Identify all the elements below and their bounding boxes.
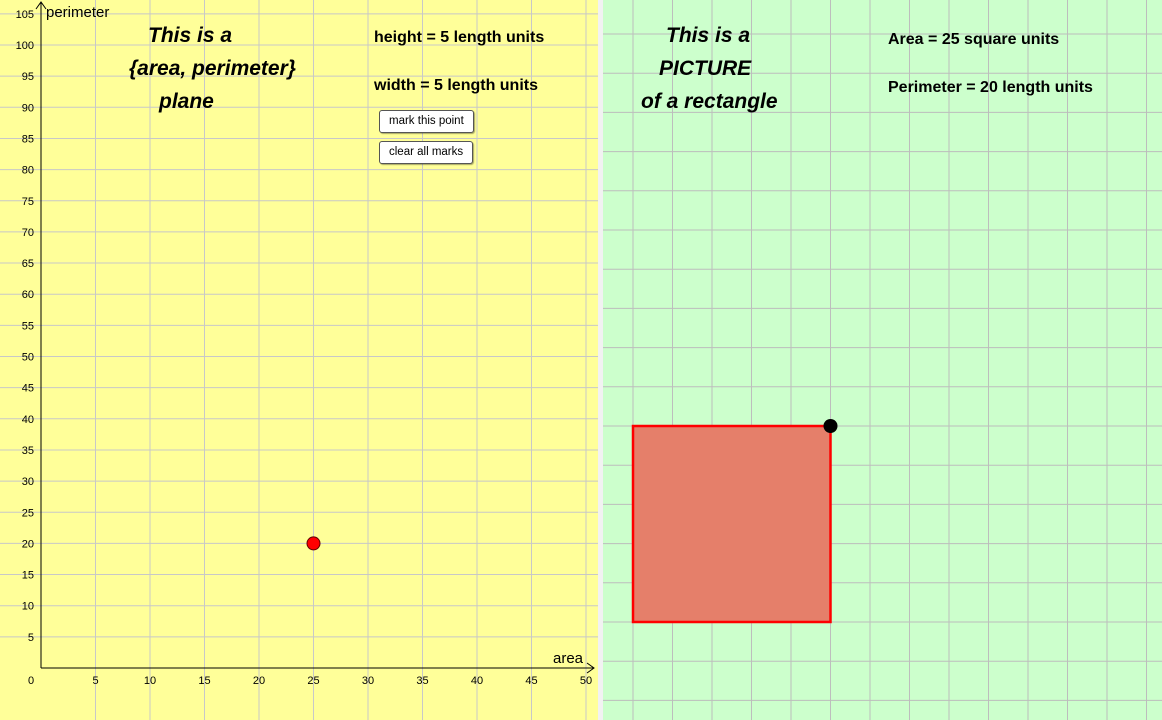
picture-title-line-1: This is a [666,24,751,47]
y-tick-label: 85 [22,133,34,145]
y-tick-label: 95 [22,71,34,83]
y-tick-label: 55 [22,320,34,332]
area-perimeter-plane-panel[interactable]: 5 10 15 20 25 30 35 40 45 50 5 10 15 20 25 30 35 40 45 50 55… [0,0,598,720]
plane-points [306,536,321,551]
y-tick-label: 100 [16,40,34,52]
picture-title-line-2: PICTURE [659,57,752,80]
x-axis-arrowhead [586,662,595,674]
y-tick-label: 80 [22,165,34,177]
y-tick-label: 75 [22,196,34,208]
area-perimeter-graph[interactable]: 5 10 15 20 25 30 35 40 45 50 5 10 15 20 25 30 35 40 45 50 55… [0,0,598,720]
x-tick-label: 15 [198,675,210,687]
plane-grid [0,0,598,720]
y-tick-label: 15 [22,570,34,582]
y-tick-label: 35 [22,445,34,457]
picture-title-line-3: of a rectangle [641,90,778,113]
rectangle-picture-graph[interactable] [603,0,1162,720]
y-tick-label: 65 [22,258,34,270]
plane-title-line-3: plane [159,90,214,113]
x-axis-label: area [553,650,584,667]
origin-label: 0 [28,675,34,687]
rectangle-corner-handle[interactable] [823,419,838,433]
y-tick-label: 30 [22,476,34,488]
y-tick-label: 10 [22,601,34,613]
plane-tick-labels: 5 10 15 20 25 30 35 40 45 50 5 10 15 20 25 30 35 40 45 50 55… [16,9,592,687]
x-tick-label: 10 [144,675,156,687]
x-tick-label: 45 [525,675,537,687]
x-tick-label: 35 [416,675,428,687]
mark-this-point-button[interactable]: mark this point [379,110,474,133]
y-tick-label: 20 [22,538,34,550]
rectangle-picture-panel[interactable]: This is a PICTURE of a rectangle Area = … [603,0,1162,720]
y-tick-label: 5 [28,632,34,644]
y-tick-label: 50 [22,352,34,364]
x-tick-label: 30 [362,675,374,687]
area-perimeter-point[interactable] [306,536,321,551]
y-axis-arrowhead [35,1,47,10]
plane-axes [35,1,595,674]
x-tick-label: 50 [580,675,592,687]
y-tick-label: 25 [22,507,34,519]
y-axis-label: perimeter [46,4,109,21]
y-tick-label: 60 [22,289,34,301]
rectangle-shape [631,424,832,624]
y-tick-label: 40 [22,414,34,426]
height-readout: height = 5 length units [374,29,545,46]
x-tick-label: 20 [253,675,265,687]
perimeter-readout: Perimeter = 20 length units [888,79,1093,96]
x-tick-label: 40 [471,675,483,687]
plane-title-line-1: This is a [148,24,233,47]
y-tick-label: 90 [22,102,34,114]
panel-divider[interactable] [598,0,603,720]
area-readout: Area = 25 square units [888,31,1060,48]
x-tick-label: 5 [92,675,98,687]
plane-title-line-2: {area, perimeter} [129,57,296,80]
y-tick-label: 70 [22,227,34,239]
clear-all-marks-button[interactable]: clear all marks [379,141,474,164]
y-tick-label: 105 [16,9,34,21]
x-tick-label: 25 [307,675,319,687]
y-tick-label: 45 [22,383,34,395]
width-readout: width = 5 length units [374,77,538,94]
